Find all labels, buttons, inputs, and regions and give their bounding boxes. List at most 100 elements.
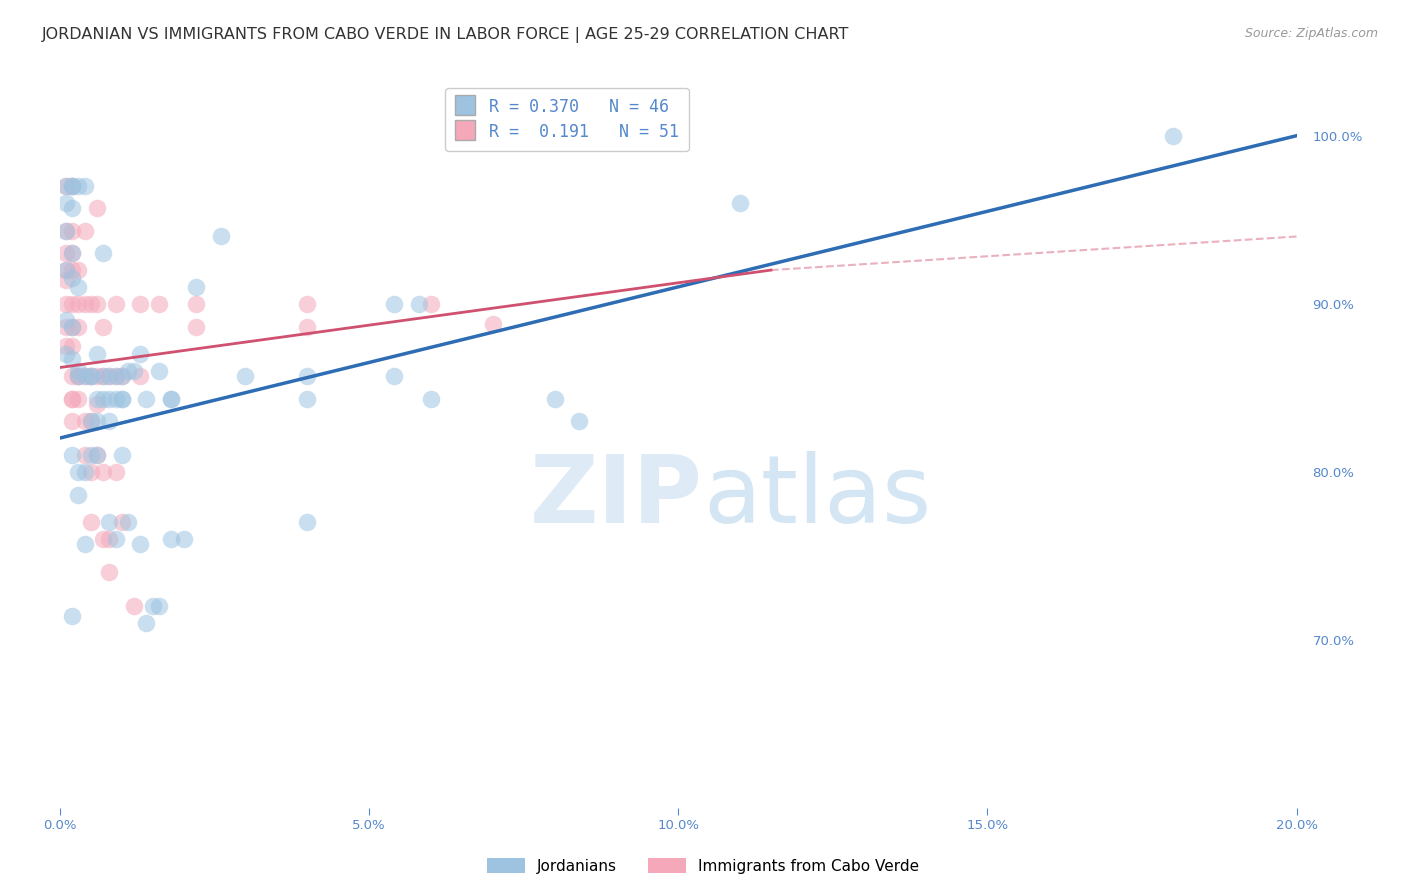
Point: [73, 368, 96, 383]
Point: [129, 347, 152, 361]
Point: [55, 339, 77, 353]
Point: [60, 271, 83, 285]
Point: [73, 448, 96, 462]
Point: [111, 392, 134, 407]
Point: [67, 368, 90, 383]
Point: [73, 368, 96, 383]
Point: [104, 368, 127, 383]
Point: [60, 263, 83, 277]
Point: [60, 448, 83, 462]
Point: [117, 364, 139, 378]
Point: [55, 195, 77, 210]
Point: [111, 392, 134, 407]
Point: [111, 515, 134, 529]
Point: [91, 368, 114, 383]
Point: [55, 320, 77, 334]
Point: [67, 368, 90, 383]
Point: [111, 368, 134, 383]
Point: [80, 448, 103, 462]
Point: [104, 296, 127, 310]
Point: [160, 392, 183, 407]
Point: [481, 317, 503, 331]
Point: [295, 392, 318, 407]
Point: [135, 615, 157, 630]
Point: [67, 320, 90, 334]
Point: [91, 465, 114, 479]
Point: [55, 273, 77, 287]
Point: [98, 414, 121, 428]
Point: [122, 599, 145, 613]
Point: [73, 465, 96, 479]
Point: [86, 392, 108, 407]
Point: [148, 599, 170, 613]
Point: [67, 368, 90, 383]
Point: [55, 347, 77, 361]
Point: [86, 201, 108, 215]
Point: [55, 224, 77, 238]
Point: [111, 448, 134, 462]
Point: [408, 296, 430, 310]
Point: [60, 246, 83, 260]
Point: [91, 320, 114, 334]
Point: [1161, 128, 1184, 143]
Point: [60, 224, 83, 238]
Point: [73, 414, 96, 428]
Point: [98, 368, 121, 383]
Point: [295, 320, 318, 334]
Point: [160, 532, 183, 546]
Point: [60, 339, 83, 353]
Point: [91, 392, 114, 407]
Point: [60, 320, 83, 334]
Point: [73, 296, 96, 310]
Point: [80, 296, 103, 310]
Point: [73, 179, 96, 194]
Point: [295, 368, 318, 383]
Point: [419, 392, 441, 407]
Point: [80, 414, 103, 428]
Point: [55, 179, 77, 194]
Point: [91, 368, 114, 383]
Point: [104, 465, 127, 479]
Point: [129, 296, 152, 310]
Point: [67, 392, 90, 407]
Point: [86, 397, 108, 411]
Point: [135, 392, 157, 407]
Point: [295, 515, 318, 529]
Point: [98, 532, 121, 546]
Point: [543, 392, 565, 407]
Point: [382, 368, 405, 383]
Point: [55, 224, 77, 238]
Point: [80, 515, 103, 529]
Point: [98, 368, 121, 383]
Point: [91, 246, 114, 260]
Point: [67, 364, 90, 378]
Point: [67, 488, 90, 502]
Point: [117, 515, 139, 529]
Point: [568, 414, 591, 428]
Point: [160, 392, 183, 407]
Text: Source: ZipAtlas.com: Source: ZipAtlas.com: [1244, 27, 1378, 40]
Point: [419, 296, 441, 310]
Point: [122, 364, 145, 378]
Text: atlas: atlas: [703, 451, 931, 543]
Point: [60, 414, 83, 428]
Point: [98, 566, 121, 580]
Point: [184, 320, 207, 334]
Point: [60, 392, 83, 407]
Point: [173, 532, 195, 546]
Point: [55, 313, 77, 327]
Point: [98, 515, 121, 529]
Point: [80, 465, 103, 479]
Point: [184, 280, 207, 294]
Point: [86, 296, 108, 310]
Point: [60, 352, 83, 367]
Point: [55, 179, 77, 194]
Point: [295, 296, 318, 310]
Point: [67, 280, 90, 294]
Text: ZIP: ZIP: [530, 451, 703, 543]
Point: [73, 224, 96, 238]
Point: [86, 448, 108, 462]
Point: [73, 537, 96, 551]
Point: [60, 246, 83, 260]
Point: [209, 229, 232, 244]
